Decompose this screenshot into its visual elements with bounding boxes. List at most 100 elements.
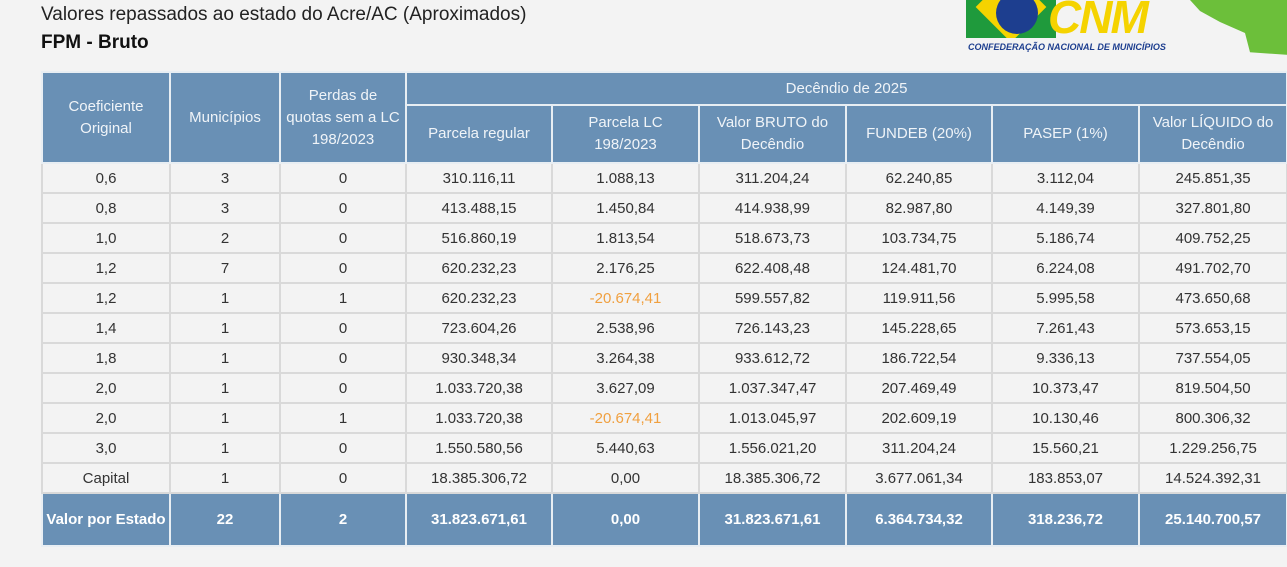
table-cell: 1 bbox=[279, 282, 407, 314]
table-row: 0,8 3 0 413.488,15 1.450,84 414.938,99 82.987,… bbox=[41, 192, 1287, 224]
table-cell: 82.987,80 bbox=[845, 192, 993, 224]
total-cell: 318.236,72 bbox=[991, 492, 1140, 547]
table-cell: 0 bbox=[279, 432, 407, 464]
table-cell: 2.538,96 bbox=[551, 312, 700, 344]
table-row: Capital 1 0 18.385.306,72 0,00 18.385.306,72 3… bbox=[41, 462, 1287, 494]
table-cell: 0,6 bbox=[41, 162, 171, 194]
column-header: Parcela regular bbox=[405, 104, 553, 164]
table-cell: 1.088,13 bbox=[551, 162, 700, 194]
table-cell: 3.264,38 bbox=[551, 342, 700, 374]
fpm-table: Coeficiente Original Municípios Perdas d… bbox=[41, 71, 1287, 547]
table-cell: 2,0 bbox=[41, 372, 171, 404]
column-header: FUNDEB (20%) bbox=[845, 104, 993, 164]
table-cell: 0 bbox=[279, 222, 407, 254]
table-cell: 573.653,15 bbox=[1137, 312, 1287, 344]
table-cell: 202.609,19 bbox=[845, 402, 993, 434]
table-cell: 103.734,75 bbox=[845, 222, 993, 254]
table-cell: 1 bbox=[279, 402, 407, 434]
table-cell: 0 bbox=[279, 252, 407, 284]
table-cell: 207.469,49 bbox=[845, 372, 993, 404]
table-cell: 1 bbox=[169, 342, 281, 374]
table-cell: 723.604,26 bbox=[405, 312, 553, 344]
table-cell: 4.149,39 bbox=[991, 192, 1140, 224]
table-cell: 183.853,07 bbox=[991, 462, 1140, 494]
total-cell: 0,00 bbox=[551, 492, 700, 547]
total-row: Valor por Estado 22 2 31.823.671,61 0,00 31.8… bbox=[41, 492, 1287, 547]
total-cell: 22 bbox=[169, 492, 281, 547]
total-cell: 31.823.671,61 bbox=[405, 492, 553, 547]
table-row: 3,0 1 0 1.550.580,56 5.440,63 1.556.021,20 311… bbox=[41, 432, 1287, 464]
table-cell: 311.204,24 bbox=[845, 432, 993, 464]
table-cell: 3.112,04 bbox=[991, 162, 1140, 194]
table-cell: 3.627,09 bbox=[551, 372, 700, 404]
table-cell: 1,4 bbox=[41, 312, 171, 344]
column-header: Parcela LC 198/2023 bbox=[551, 104, 700, 164]
table-cell: 1.450,84 bbox=[551, 192, 700, 224]
table-cell: 0,8 bbox=[41, 192, 171, 224]
table-cell: 9.336,13 bbox=[991, 342, 1140, 374]
table-cell: 14.524.392,31 bbox=[1137, 462, 1287, 494]
table-cell: 2.176,25 bbox=[551, 252, 700, 284]
column-header: Municípios bbox=[169, 71, 281, 164]
table-cell: 62.240,85 bbox=[845, 162, 993, 194]
table-cell: 1,2 bbox=[41, 282, 171, 314]
page-title: Valores repassados ao estado do Acre/AC … bbox=[41, 4, 527, 25]
table-cell: 124.481,70 bbox=[845, 252, 993, 284]
table-cell: 10.130,46 bbox=[991, 402, 1140, 434]
table-cell: 409.752,25 bbox=[1137, 222, 1287, 254]
table-cell: 620.232,23 bbox=[405, 252, 553, 284]
table-cell: 2 bbox=[169, 222, 281, 254]
table-cell: 819.504,50 bbox=[1137, 372, 1287, 404]
table-cell: 1,2 bbox=[41, 252, 171, 284]
table-cell: 1.229.256,75 bbox=[1137, 432, 1287, 464]
table-cell: 0,00 bbox=[551, 462, 700, 494]
table-cell: 622.408,48 bbox=[698, 252, 847, 284]
table-cell: 516.860,19 bbox=[405, 222, 553, 254]
table-row: 2,0 1 0 1.033.720,38 3.627,09 1.037.347,47 207… bbox=[41, 372, 1287, 404]
table-cell: 3.677.061,34 bbox=[845, 462, 993, 494]
table-cell: 0 bbox=[279, 342, 407, 374]
total-cell: 25.140.700,57 bbox=[1137, 492, 1287, 547]
table-cell: 310.116,11 bbox=[405, 162, 553, 194]
table-cell: 186.722,54 bbox=[845, 342, 993, 374]
table-cell: 1 bbox=[169, 372, 281, 404]
table-cell: 1.037.347,47 bbox=[698, 372, 847, 404]
total-cell: 2 bbox=[279, 492, 407, 547]
table-row: 1,2 1 1 620.232,23 -20.674,41 599.557,82 119.9… bbox=[41, 282, 1287, 314]
table-cell: 0 bbox=[279, 372, 407, 404]
table-cell: 1 bbox=[169, 462, 281, 494]
cnm-logo: CNM CONFEDERAÇÃO NACIONAL DE MUNICÍPIOS bbox=[966, 0, 1166, 56]
table-cell: 1 bbox=[169, 282, 281, 314]
table-cell: 1,8 bbox=[41, 342, 171, 374]
table-cell: 3,0 bbox=[41, 432, 171, 464]
table-cell: 10.373,47 bbox=[991, 372, 1140, 404]
table-cell: 491.702,70 bbox=[1137, 252, 1287, 284]
table-cell: 620.232,23 bbox=[405, 282, 553, 314]
brazil-flag-icon bbox=[966, 0, 1056, 38]
total-cell: 6.364.734,32 bbox=[845, 492, 993, 547]
table-cell: 1 bbox=[169, 312, 281, 344]
table-cell: 18.385.306,72 bbox=[698, 462, 847, 494]
column-header: Perdas de quotas sem a LC 198/2023 bbox=[279, 71, 407, 164]
table-row: 1,8 1 0 930.348,34 3.264,38 933.612,72 186.722… bbox=[41, 342, 1287, 374]
table-row: 1,2 7 0 620.232,23 2.176,25 622.408,48 124.481… bbox=[41, 252, 1287, 284]
table-cell: -20.674,41 bbox=[551, 402, 700, 434]
table-cell: 5.440,63 bbox=[551, 432, 700, 464]
table-cell: 0 bbox=[279, 462, 407, 494]
table-cell: 1,0 bbox=[41, 222, 171, 254]
table-cell: 413.488,15 bbox=[405, 192, 553, 224]
table-cell: 1.033.720,38 bbox=[405, 372, 553, 404]
group-header: Decêndio de 2025 bbox=[404, 71, 1287, 106]
table-cell: 1.813,54 bbox=[551, 222, 700, 254]
table-cell: 599.557,82 bbox=[698, 282, 847, 314]
table-cell: 1.550.580,56 bbox=[405, 432, 553, 464]
table-cell: 737.554,05 bbox=[1137, 342, 1287, 374]
total-cell: 31.823.671,61 bbox=[698, 492, 847, 547]
table-row: 1,4 1 0 723.604,26 2.538,96 726.143,23 145.228… bbox=[41, 312, 1287, 344]
table-cell: 15.560,21 bbox=[991, 432, 1140, 464]
table-cell: 5.995,58 bbox=[991, 282, 1140, 314]
table-cell: Capital bbox=[41, 462, 171, 494]
table-cell: 3 bbox=[169, 162, 281, 194]
table-cell: 18.385.306,72 bbox=[405, 462, 553, 494]
table-cell: 933.612,72 bbox=[698, 342, 847, 374]
